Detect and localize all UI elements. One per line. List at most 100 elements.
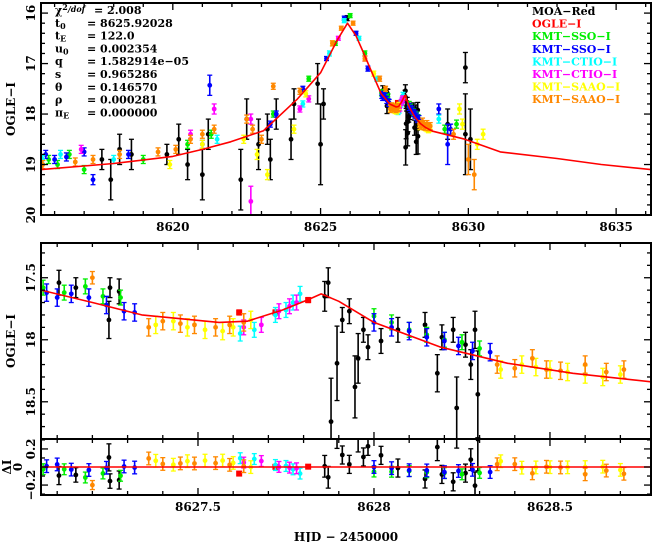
data-point (339, 306, 345, 333)
data-marker (160, 318, 166, 324)
data-point (52, 154, 58, 165)
data-marker (406, 328, 412, 334)
data-marker (582, 471, 588, 477)
data-marker (256, 141, 261, 147)
data-marker (52, 157, 57, 162)
data-point (46, 154, 52, 165)
data-point (582, 467, 588, 482)
data-marker (498, 367, 504, 372)
data-marker (86, 295, 92, 300)
data-point (111, 154, 117, 165)
data-point (297, 105, 303, 113)
data-point (207, 74, 213, 97)
data-point (238, 148, 244, 211)
residual-panel-data (41, 419, 651, 495)
data-marker (185, 458, 190, 464)
data-point (173, 144, 179, 155)
data-point (146, 318, 152, 337)
data-marker (456, 468, 461, 474)
data-marker (78, 146, 84, 152)
data-marker (436, 116, 442, 122)
data-marker (325, 280, 331, 286)
data-marker (297, 471, 303, 476)
data-marker (335, 419, 340, 424)
overview-x-tick-label: 8630 (452, 220, 485, 234)
zoom-y-tick-label: 18 (24, 331, 38, 348)
data-marker (238, 177, 244, 183)
data-marker (46, 157, 52, 162)
axes: 8620 8625 8630 8635 16 17 18 19 20 17.5 18 18.5 8627… (11, 2, 652, 514)
data-marker (365, 344, 371, 350)
data-point (89, 270, 95, 285)
data-point (347, 12, 353, 19)
data-marker (441, 338, 447, 344)
data-point (441, 465, 447, 480)
data-marker (227, 462, 233, 468)
data-marker (459, 339, 465, 345)
data-marker (377, 76, 383, 82)
data-point (41, 279, 46, 296)
data-marker (346, 308, 352, 314)
data-point (254, 148, 260, 161)
data-point (272, 306, 278, 324)
data-point (294, 294, 300, 311)
overview-y-tick-label: 19 (24, 156, 38, 173)
data-marker (465, 157, 471, 162)
data-marker (236, 470, 243, 477)
overview-y-tick-label: 17 (24, 55, 38, 72)
data-point (68, 284, 74, 304)
data-marker (211, 126, 217, 132)
data-marker (470, 467, 475, 473)
data-point (603, 362, 609, 382)
data-marker (361, 454, 366, 460)
data-point (125, 149, 131, 160)
data-marker (177, 321, 183, 327)
data-marker (270, 83, 276, 89)
overview-x-tick-label: 8625 (304, 220, 337, 234)
data-point (512, 457, 518, 472)
data-marker (297, 106, 303, 112)
data-point (389, 318, 395, 337)
data-point (350, 20, 356, 26)
data-marker (106, 454, 112, 460)
data-point (450, 316, 456, 343)
data-marker (44, 463, 50, 469)
legend-entry: KMT−SAAO−I (532, 81, 620, 94)
legend-entry: KMT−SAAO−I (532, 93, 620, 106)
data-point (214, 134, 220, 144)
data-marker (41, 466, 46, 472)
data-point (395, 458, 401, 478)
model-parameters: χ2/dof = 2.008 t0 = 8625.92028 tE = 122.0 u0 = … (55, 2, 189, 120)
legend-entry: KMT−CTIO−I (532, 68, 617, 81)
data-point (465, 143, 471, 176)
data-marker (230, 460, 236, 466)
data-point (383, 85, 389, 92)
data-marker (170, 318, 176, 324)
data-point (73, 277, 79, 299)
data-marker (448, 126, 454, 132)
data-point (230, 455, 236, 470)
data-marker (89, 275, 95, 281)
data-point (81, 164, 87, 175)
legend: MOA−RedOGLE−IKMT−SSO−IKMT−SSO−IKMT−CTIO−… (532, 5, 620, 106)
data-marker (460, 121, 465, 127)
data-marker (61, 466, 67, 472)
data-marker (361, 327, 366, 333)
data-point (256, 118, 262, 171)
data-point (220, 453, 226, 468)
data-point (306, 75, 312, 82)
data-marker (170, 462, 176, 468)
data-point (436, 103, 442, 115)
series-residual-KMT−CTIO−I (241, 454, 300, 475)
data-point (236, 309, 243, 316)
data-point (434, 353, 440, 393)
data-marker (104, 465, 109, 471)
data-point (202, 453, 208, 468)
overview-x-tick-label: 8635 (599, 220, 632, 234)
data-point (288, 118, 294, 161)
data-point (487, 465, 493, 480)
data-marker (199, 141, 205, 147)
data-point (341, 17, 347, 24)
data-point (251, 321, 257, 338)
parameter-value: = 0.002354 (87, 42, 158, 55)
